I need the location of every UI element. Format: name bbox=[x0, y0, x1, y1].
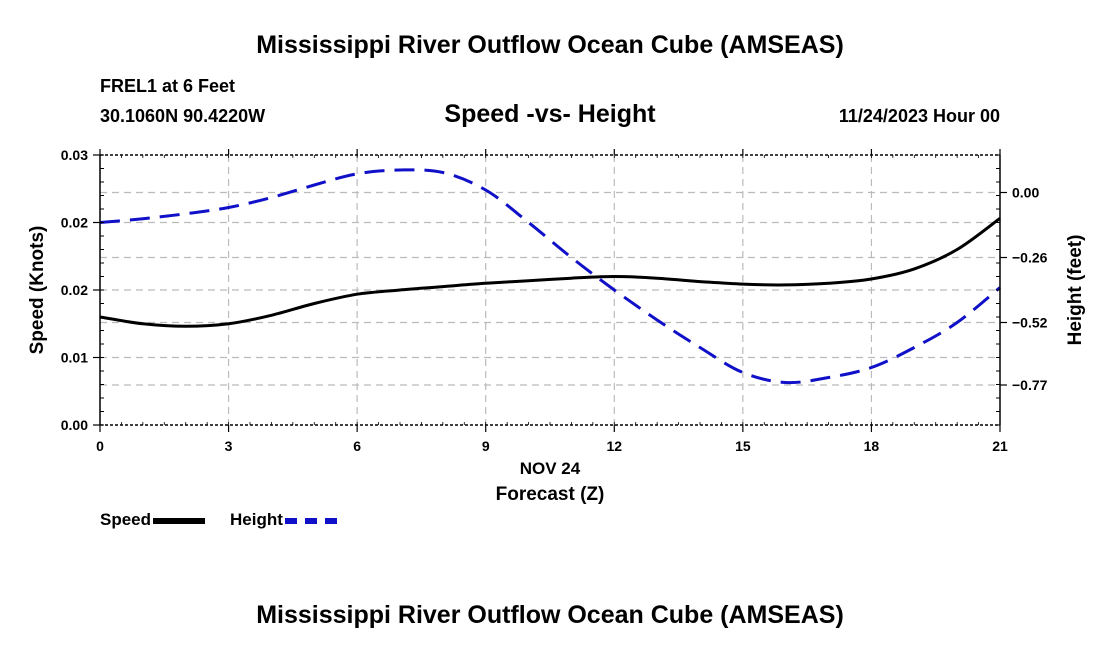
bottom-title: Mississippi River Outflow Ocean Cube (AM… bbox=[256, 601, 844, 629]
x-tick-label: 12 bbox=[606, 438, 622, 454]
y2-tick-label: −0.52 bbox=[1012, 315, 1048, 331]
y-tick-label: 0.03 bbox=[61, 147, 88, 163]
legend-height: Height bbox=[230, 510, 337, 530]
legend-speed: Speed bbox=[100, 510, 206, 530]
height-series-line bbox=[99, 168, 1001, 385]
datetime-label: 11/24/2023 Hour 00 bbox=[838, 106, 1000, 126]
x-tick-label: 15 bbox=[735, 438, 751, 454]
series-layer bbox=[99, 168, 1001, 385]
y-tick-label: 0.00 bbox=[61, 417, 88, 433]
x-axis-label: Forecast (Z) bbox=[496, 484, 605, 505]
x-tick-label: 9 bbox=[482, 438, 490, 454]
x-tick-label: 18 bbox=[864, 438, 880, 454]
y2-tick-label: −0.26 bbox=[1012, 250, 1048, 266]
y-tick-label: 0.01 bbox=[61, 350, 88, 366]
y2-tick-label: 0.00 bbox=[1012, 185, 1039, 201]
x-axis-date-label: NOV 24 bbox=[520, 459, 581, 478]
y2-axis-label: Height (feet) bbox=[1065, 235, 1086, 346]
plot-title: Speed -vs- Height bbox=[444, 100, 656, 128]
grid bbox=[100, 155, 1000, 425]
x-tick-label: 0 bbox=[96, 438, 104, 454]
legend-speed-swatch bbox=[153, 518, 206, 524]
coordinates-label: 30.1060N 90.4220W bbox=[100, 106, 266, 126]
legend-height-label: Height bbox=[230, 510, 283, 529]
y-tick-label: 0.02 bbox=[61, 215, 88, 231]
speed-series-line bbox=[99, 217, 1001, 328]
legend-height-swatch bbox=[284, 518, 337, 524]
top-title: Mississippi River Outflow Ocean Cube (AM… bbox=[256, 31, 844, 59]
legend-speed-label: Speed bbox=[100, 510, 152, 529]
y-axis-label: Speed (Knots) bbox=[27, 226, 48, 355]
x-tick-label: 21 bbox=[992, 438, 1008, 454]
x-tick-label: 6 bbox=[353, 438, 361, 454]
axes: 0 3 6 9 12 15 18 21 0.00 0.01 0.02 0.02 0.03 0.00 −0.2… bbox=[61, 147, 1048, 454]
station-label: FREL1 at 6 Feet bbox=[100, 76, 236, 96]
x-tick-label: 3 bbox=[225, 438, 233, 454]
y-tick-label: 0.02 bbox=[61, 282, 88, 298]
y2-tick-label: −0.77 bbox=[1012, 377, 1048, 393]
